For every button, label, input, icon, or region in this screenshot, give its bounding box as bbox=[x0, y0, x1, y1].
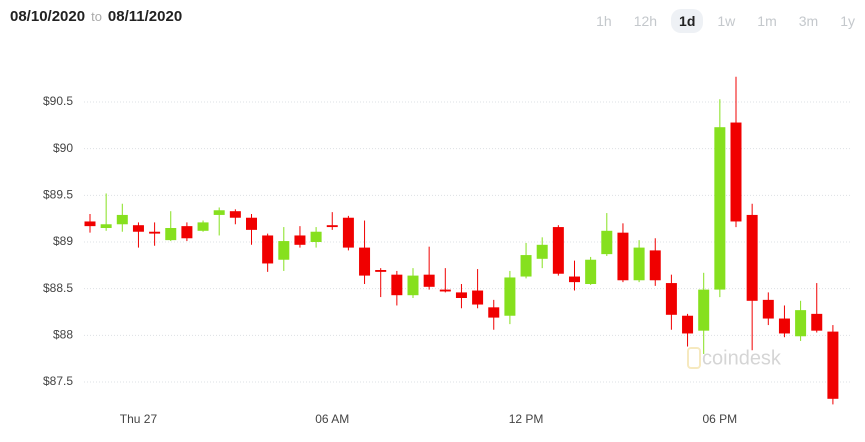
y-tick-label: $89 bbox=[53, 234, 73, 248]
candle-body bbox=[795, 310, 807, 337]
range-button[interactable]: 1w bbox=[717, 13, 736, 29]
candle-body bbox=[665, 283, 677, 315]
candle-body bbox=[455, 292, 467, 298]
y-tick-label: $88.5 bbox=[43, 281, 73, 295]
x-tick-label: Thu 27 bbox=[120, 412, 158, 426]
candle-body bbox=[633, 247, 645, 281]
candle-body bbox=[359, 247, 371, 276]
candle-body bbox=[601, 230, 613, 255]
candle-body bbox=[246, 217, 257, 230]
candle-body bbox=[181, 226, 193, 239]
candle-body bbox=[84, 221, 96, 227]
candle-body bbox=[585, 259, 597, 284]
watermark: coindesk bbox=[687, 347, 782, 369]
candle-body bbox=[213, 210, 225, 215]
candle-body bbox=[100, 224, 112, 228]
range-button[interactable]: 1m bbox=[757, 13, 777, 29]
candle-body bbox=[472, 290, 484, 305]
range-button[interactable]: 3m bbox=[798, 13, 819, 29]
candle-body bbox=[391, 274, 403, 296]
candle-body bbox=[552, 227, 564, 274]
end-date: 08/11/2020 bbox=[107, 8, 183, 25]
candle-body bbox=[778, 318, 790, 334]
start-date: 08/10/2020 bbox=[10, 8, 86, 25]
range-buttons: 1h 12h 1d 1w 1m 3m 1y bbox=[582, 9, 863, 33]
candle-body bbox=[342, 217, 354, 248]
candle-body bbox=[762, 299, 774, 319]
range-button[interactable]: 1y bbox=[840, 13, 855, 29]
candle-body bbox=[310, 231, 322, 242]
candle-body bbox=[811, 313, 823, 331]
candle-body bbox=[423, 274, 435, 287]
candle-body bbox=[536, 244, 548, 259]
y-tick-label: $87.5 bbox=[43, 374, 73, 388]
range-button[interactable]: 12h bbox=[633, 13, 658, 29]
y-tick-label: $89.5 bbox=[43, 188, 73, 202]
candle-body bbox=[504, 277, 516, 316]
x-tick-label: 06 AM bbox=[315, 412, 349, 426]
candle-body bbox=[730, 122, 742, 222]
candle-body bbox=[165, 228, 177, 241]
candle-body bbox=[132, 225, 144, 232]
candle-body bbox=[262, 235, 274, 264]
candle-body bbox=[682, 315, 694, 334]
candle-body bbox=[617, 232, 629, 281]
x-tick-label: 06 PM bbox=[703, 412, 738, 426]
range-button[interactable]: 1h bbox=[596, 13, 612, 29]
candle-body bbox=[116, 214, 128, 225]
candle-body bbox=[698, 289, 710, 331]
y-tick-label: $90 bbox=[53, 141, 73, 155]
candle-body bbox=[149, 231, 161, 234]
candle-body bbox=[746, 214, 758, 301]
candle-body bbox=[375, 270, 387, 272]
candle-body bbox=[294, 235, 306, 245]
candle-body bbox=[407, 275, 419, 296]
date-range: 08/10/2020 to 08/11/2020 bbox=[10, 8, 182, 25]
plot: $87.5 $88 $88.5 $89 $89.5 $90 $90.5 Thu 27 06 AM… bbox=[43, 76, 850, 426]
candle-body bbox=[714, 127, 726, 290]
watermark-logo bbox=[687, 347, 701, 369]
candle-body bbox=[520, 255, 532, 277]
candle-body bbox=[197, 222, 209, 231]
candle-body bbox=[827, 331, 839, 399]
separator: to bbox=[91, 9, 102, 24]
range-button[interactable]: 1d bbox=[671, 9, 704, 33]
candle-body bbox=[569, 276, 580, 283]
y-tick-label: $90.5 bbox=[43, 94, 73, 108]
watermark-text: coindesk bbox=[702, 347, 782, 369]
candle-body bbox=[488, 307, 500, 318]
candle-body bbox=[439, 289, 451, 292]
x-tick-label: 12 PM bbox=[509, 412, 544, 426]
candle-body bbox=[649, 250, 661, 281]
candle-body bbox=[278, 241, 290, 260]
candle-body bbox=[326, 225, 338, 228]
candle-body bbox=[229, 211, 241, 218]
y-tick-label: $88 bbox=[53, 328, 73, 342]
